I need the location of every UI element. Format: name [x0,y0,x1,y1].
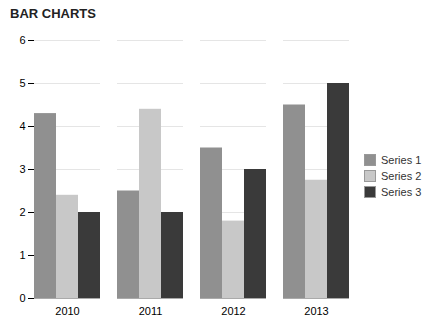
svg-text:2: 2 [19,206,25,218]
svg-text:2011: 2011 [139,305,163,317]
svg-text:3: 3 [19,163,25,175]
svg-text:1: 1 [19,249,25,261]
html-text:Series 1: Series 1 [381,154,422,166]
svg-text:5: 5 [19,77,25,89]
svg-text:0: 0 [19,292,25,304]
svg-text:2013: 2013 [304,305,328,317]
html-text:Series 2: Series 2 [381,170,422,182]
svg-text:2010: 2010 [55,305,79,317]
svg-text:2012: 2012 [221,305,245,317]
html-text:BAR CHARTS: BAR CHARTS [10,6,96,21]
svg-text:6: 6 [19,34,25,46]
html-text:Series 3: Series 3 [381,186,422,198]
svg-text:4: 4 [19,120,25,132]
